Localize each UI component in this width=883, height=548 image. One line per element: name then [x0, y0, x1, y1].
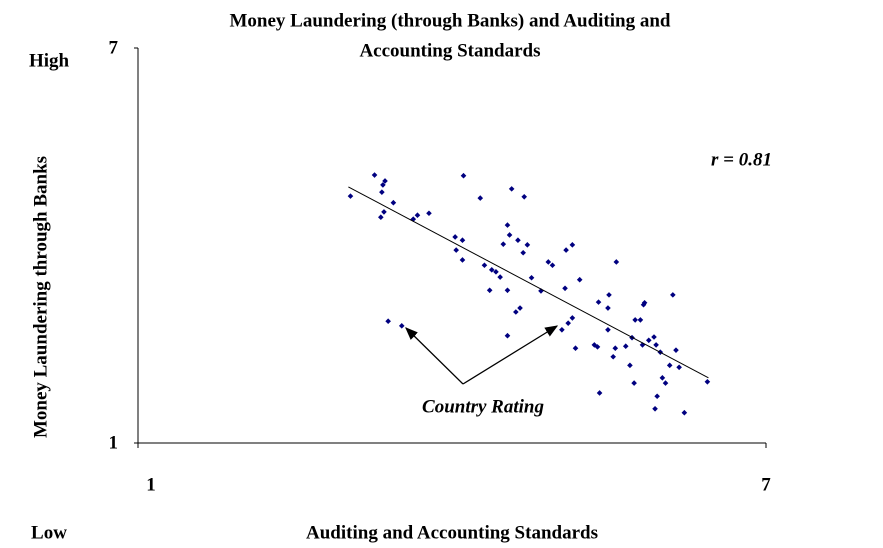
arrow [405, 327, 464, 385]
point [477, 195, 484, 201]
point [513, 309, 519, 315]
point [504, 332, 511, 339]
point [549, 262, 556, 269]
point [380, 182, 386, 188]
point [576, 276, 583, 283]
point [538, 288, 544, 294]
point [612, 345, 619, 351]
point [390, 199, 397, 206]
point [504, 287, 511, 294]
point [676, 364, 682, 371]
point [572, 345, 579, 351]
point [508, 186, 515, 192]
point [385, 318, 391, 325]
point [569, 242, 576, 248]
point [605, 305, 611, 311]
point [452, 234, 458, 240]
point [613, 259, 620, 265]
point [459, 237, 466, 244]
point [637, 317, 644, 323]
point [559, 326, 565, 333]
point [627, 362, 633, 369]
point [606, 292, 612, 298]
point [654, 393, 660, 400]
point [681, 409, 688, 416]
y-tick-label: 1 [109, 432, 119, 453]
point [622, 343, 629, 350]
trend-line [348, 186, 709, 379]
chart-title: Money Laundering (through Banks) and Aud… [229, 10, 670, 31]
point [595, 299, 602, 305]
point [565, 320, 571, 326]
x-tick-label: 1 [146, 474, 156, 495]
point [645, 337, 652, 344]
point [410, 216, 417, 222]
point [563, 247, 569, 253]
point [666, 362, 673, 369]
x-axis-label: Auditing and Accounting Standards [306, 522, 598, 543]
arrow [462, 325, 559, 385]
point [500, 241, 507, 247]
point [520, 249, 526, 256]
point [414, 212, 421, 219]
point [631, 380, 637, 386]
y-high-label: High [29, 50, 70, 71]
point [521, 193, 528, 200]
point [569, 315, 576, 321]
y-low-label: Low [31, 522, 67, 543]
point [662, 380, 669, 386]
point [670, 292, 676, 298]
point [605, 326, 611, 333]
point [398, 323, 405, 329]
point [486, 287, 493, 294]
point [382, 178, 388, 184]
chart-title: Accounting Standards [359, 40, 540, 61]
x-tick-label: 7 [761, 474, 771, 495]
point [497, 274, 503, 280]
point [651, 334, 657, 340]
point [453, 247, 459, 253]
point [379, 189, 385, 195]
point [641, 299, 648, 306]
annotation: Country Rating [422, 396, 544, 417]
point [347, 193, 354, 199]
point [704, 378, 711, 385]
point [653, 342, 659, 348]
y-axis-label: Money Laundering through Banks [30, 156, 51, 438]
point [481, 262, 488, 269]
point [591, 342, 598, 348]
point [493, 269, 499, 275]
point [515, 237, 521, 244]
point [460, 172, 467, 179]
point [426, 210, 432, 217]
point [594, 344, 601, 350]
point [524, 242, 531, 248]
point [517, 305, 523, 311]
y-tick-label: 7 [109, 37, 119, 58]
point [381, 209, 387, 215]
point [545, 259, 552, 265]
point [528, 274, 535, 281]
point [459, 257, 466, 263]
point [659, 375, 666, 381]
annotation: r = 0.81 [711, 149, 772, 170]
point [596, 390, 603, 396]
point [378, 214, 384, 220]
point [632, 317, 638, 323]
point [610, 353, 616, 360]
point [488, 267, 495, 273]
point [562, 285, 568, 292]
point [371, 172, 378, 178]
point [652, 405, 658, 412]
point [673, 347, 679, 353]
point [504, 222, 511, 228]
point [506, 232, 513, 238]
